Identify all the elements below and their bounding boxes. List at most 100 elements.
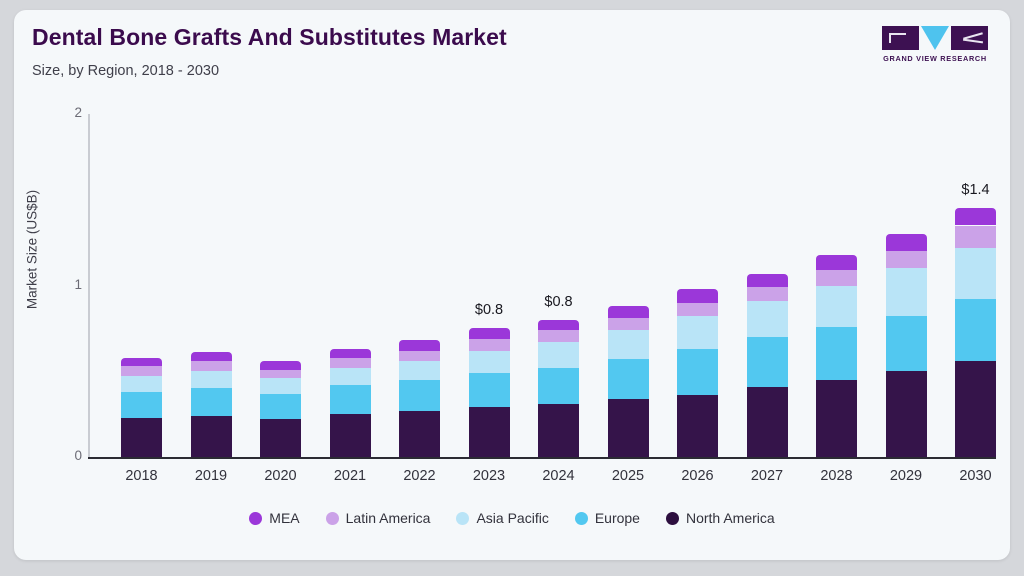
bar-segment-2028-asia-pacific[interactable] — [816, 285, 857, 327]
bar-segment-2024-north-america[interactable] — [538, 403, 579, 457]
bar-segment-2030-latin-america[interactable] — [955, 225, 996, 248]
bar-group-2027[interactable] — [746, 273, 788, 457]
bar-segment-2018-asia-pacific[interactable] — [121, 376, 162, 392]
bar-segment-2023-mea[interactable] — [468, 328, 510, 339]
bar-segment-2021-latin-america[interactable] — [329, 357, 371, 368]
bar-segment-2021-europe[interactable] — [329, 384, 371, 415]
legend-swatch-icon — [249, 511, 263, 525]
bar-segment-2024-asia-pacific[interactable] — [538, 342, 579, 368]
bar-segment-2028-latin-america[interactable] — [816, 270, 857, 286]
bar-segment-2024-europe[interactable] — [538, 367, 579, 404]
bar-segment-2018-mea[interactable] — [121, 357, 162, 367]
x-axis-tick-2018: 2018 — [125, 468, 158, 484]
bar-segment-2019-asia-pacific[interactable] — [190, 371, 232, 389]
bar-segment-2026-latin-america[interactable] — [677, 302, 718, 317]
bar-segment-2027-mea[interactable] — [746, 273, 788, 288]
chart-plot-area: Market Size (US$B) 0 1 2 $0.8 $0.8 $1.4 2018… — [14, 10, 1010, 560]
bar-segment-2025-latin-america[interactable] — [607, 318, 649, 331]
bar-segment-2022-north-america[interactable] — [399, 410, 440, 457]
bar-segment-2027-north-america[interactable] — [746, 386, 788, 457]
bar-segment-2022-mea[interactable] — [399, 340, 440, 351]
bar-group-2024[interactable]: $0.8 — [538, 294, 579, 457]
bar-segment-2019-europe[interactable] — [190, 388, 232, 416]
bar-segment-2029-asia-pacific[interactable] — [885, 268, 927, 317]
bar-segment-2022-latin-america[interactable] — [399, 350, 440, 361]
bar-group-2022[interactable] — [399, 340, 440, 457]
logo-g-bar-v — [889, 33, 891, 43]
bar-segment-2019-latin-america[interactable] — [190, 360, 232, 372]
y-axis-tick-1: 1 — [74, 276, 82, 292]
bar-segment-2030-europe[interactable] — [955, 299, 996, 361]
bar-segment-2026-mea[interactable] — [677, 288, 718, 303]
bar-group-2030[interactable]: $1.4 — [955, 182, 996, 457]
bar-segment-2019-mea[interactable] — [190, 352, 232, 361]
bar-group-2025[interactable] — [607, 306, 649, 457]
bar-segment-2020-north-america[interactable] — [260, 419, 301, 457]
bar-value-label-2023: $0.8 — [474, 302, 504, 319]
bar-group-2020[interactable] — [260, 360, 301, 457]
bar-segment-2027-europe[interactable] — [746, 336, 788, 387]
x-axis-tick-2023: 2023 — [472, 468, 506, 484]
bar-group-2026[interactable] — [677, 288, 718, 457]
logo-marks — [882, 26, 988, 52]
bar-segment-2030-north-america[interactable] — [955, 360, 996, 457]
bar-segment-2023-latin-america[interactable] — [468, 338, 510, 351]
y-axis-tick-2: 2 — [74, 105, 82, 120]
bar-segment-2020-asia-pacific[interactable] — [260, 378, 301, 394]
bar-segment-2026-asia-pacific[interactable] — [677, 316, 718, 349]
bar-group-2019[interactable] — [190, 352, 232, 457]
bar-segment-2020-mea[interactable] — [260, 360, 301, 370]
x-axis-tick-2021: 2021 — [333, 468, 367, 484]
bar-segment-2023-north-america[interactable] — [468, 407, 510, 457]
bar-segment-2028-europe[interactable] — [816, 326, 857, 380]
bar-segment-2018-north-america[interactable] — [121, 417, 162, 457]
legend-label: MEA — [269, 510, 300, 526]
bar-segment-2024-latin-america[interactable] — [538, 330, 579, 343]
x-axis-tick-2028: 2028 — [820, 468, 853, 484]
bar-segment-2026-europe[interactable] — [677, 348, 718, 396]
bar-segment-2030-asia-pacific[interactable] — [955, 247, 996, 300]
bar-segment-2025-asia-pacific[interactable] — [607, 330, 649, 360]
bar-segment-2029-latin-america[interactable] — [885, 251, 927, 269]
bar-segment-2021-north-america[interactable] — [329, 414, 371, 457]
bar-segment-2023-europe[interactable] — [468, 372, 510, 408]
bar-segment-2027-latin-america[interactable] — [746, 287, 788, 301]
bar-segment-2018-europe[interactable] — [121, 391, 162, 418]
bar-segment-2029-europe[interactable] — [885, 316, 927, 372]
x-axis-tick-2020: 2020 — [264, 468, 297, 484]
bar-segment-2022-europe[interactable] — [399, 379, 440, 411]
legend-item-latin-america[interactable]: Latin America — [325, 510, 430, 526]
legend-item-europe[interactable]: Europe — [574, 510, 640, 526]
bar-segment-2026-north-america[interactable] — [677, 395, 718, 457]
bar-segment-2023-asia-pacific[interactable] — [468, 350, 510, 373]
bar-segment-2029-north-america[interactable] — [885, 371, 927, 457]
bar-segment-2028-mea[interactable] — [816, 254, 857, 271]
bar-group-2018[interactable] — [121, 357, 162, 457]
bar-segment-2020-latin-america[interactable] — [260, 369, 301, 379]
bar-segment-2021-mea[interactable] — [329, 348, 371, 358]
x-axis-tick-2029: 2029 — [889, 468, 923, 484]
legend-item-north-america[interactable]: North America — [665, 510, 775, 526]
bar-group-2028[interactable] — [816, 254, 857, 457]
bar-segment-2020-europe[interactable] — [260, 393, 301, 420]
bar-segment-2024-mea[interactable] — [538, 319, 579, 331]
x-axis-tick-2019: 2019 — [194, 468, 228, 484]
bar-segment-2027-asia-pacific[interactable] — [746, 300, 788, 337]
legend-item-asia-pacific[interactable]: Asia Pacific — [456, 510, 549, 526]
bar-segment-2030-mea[interactable] — [955, 208, 996, 226]
bar-group-2023[interactable]: $0.8 — [468, 302, 510, 457]
bar-segment-2019-north-america[interactable] — [190, 415, 232, 457]
legend-item-mea[interactable]: MEA — [249, 510, 300, 526]
bar-segment-2028-north-america[interactable] — [816, 379, 857, 457]
bar-segment-2022-asia-pacific[interactable] — [399, 360, 440, 380]
bar-segment-2021-asia-pacific[interactable] — [329, 367, 371, 385]
bar-segment-2025-europe[interactable] — [607, 359, 649, 399]
bar-segment-2018-latin-america[interactable] — [121, 366, 162, 377]
x-axis-tick-2022: 2022 — [403, 468, 436, 484]
bar-segment-2025-north-america[interactable] — [607, 398, 649, 457]
bar-segment-2025-mea[interactable] — [607, 306, 649, 319]
bar-segment-2029-mea[interactable] — [885, 234, 927, 252]
bar-group-2029[interactable] — [885, 234, 927, 457]
x-axis-tick-2027: 2027 — [750, 468, 784, 484]
bar-group-2021[interactable] — [329, 348, 371, 457]
